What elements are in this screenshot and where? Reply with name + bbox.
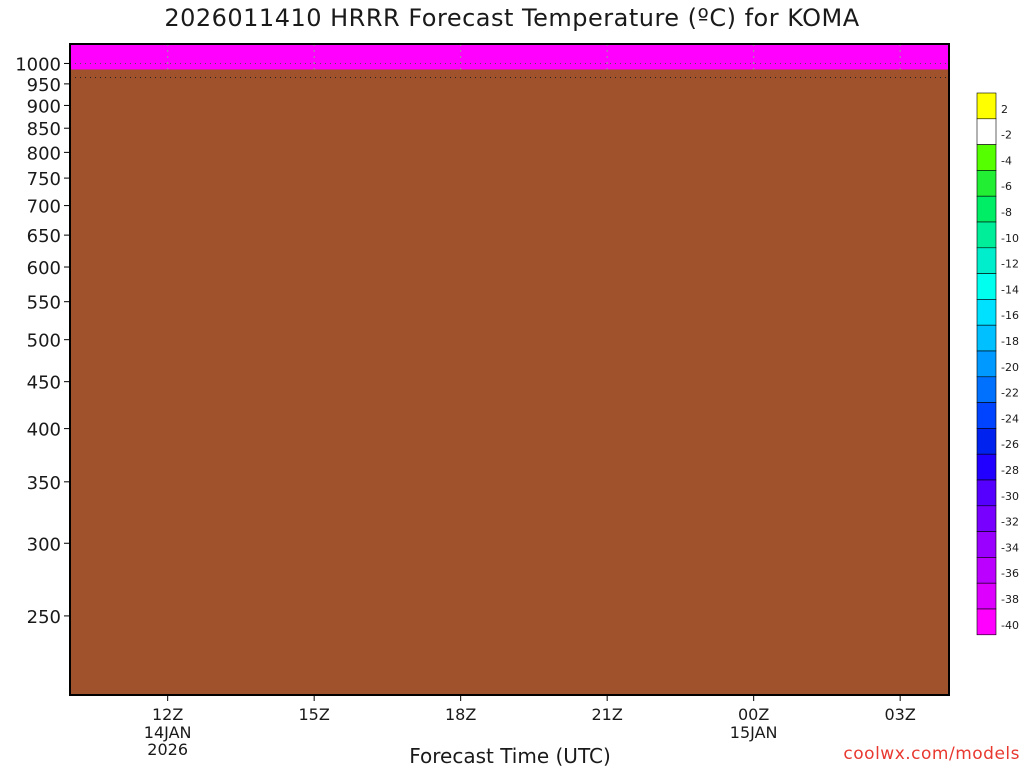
colorbar-swatch xyxy=(976,195,997,223)
x-tick-label: 15Z xyxy=(299,705,330,724)
colorbar-swatch xyxy=(976,608,997,636)
colorbar-swatch xyxy=(976,273,997,300)
colorbar-swatch xyxy=(976,531,997,558)
colorbar-swatch xyxy=(976,505,997,532)
ground-surface xyxy=(70,69,949,695)
y-tick-label: 450 xyxy=(27,373,61,394)
colorbar-label: -20 xyxy=(1001,361,1019,374)
colorbar-swatch xyxy=(976,170,997,197)
colorbar-label: -8 xyxy=(1001,206,1012,219)
x-tick-label: 03Z xyxy=(885,705,916,724)
colorbar-label: -18 xyxy=(1001,335,1019,348)
y-tick-label: 550 xyxy=(27,293,61,314)
colorbar-label: -30 xyxy=(1001,490,1019,503)
y-tick-label: 1000 xyxy=(15,54,61,75)
colorbar-swatch xyxy=(976,402,997,429)
y-tick-label: 700 xyxy=(27,197,61,218)
x-tick-sublabel: 2026 xyxy=(147,740,188,759)
y-tick-label: 800 xyxy=(27,143,61,164)
colorbar-label: -10 xyxy=(1001,232,1019,245)
colorbar-label: -38 xyxy=(1001,593,1019,606)
colorbar-swatch xyxy=(976,350,997,378)
colorbar-swatch xyxy=(976,221,997,249)
site-credit[interactable]: coolwx.com/models xyxy=(843,744,1020,764)
colorbar-swatch xyxy=(976,144,997,171)
colorbar-swatch xyxy=(976,376,997,403)
y-tick-label: 500 xyxy=(27,331,61,352)
colorbar-label: -4 xyxy=(1001,154,1012,167)
colorbar-label: -36 xyxy=(1001,567,1019,580)
colorbar-swatch xyxy=(976,428,997,455)
y-tick-label: 650 xyxy=(27,226,61,247)
colorbar-swatch xyxy=(976,299,997,326)
y-tick-label: 600 xyxy=(27,258,61,279)
x-tick-label: 12Z xyxy=(152,705,183,724)
colorbar-label: -34 xyxy=(1001,541,1019,554)
colorbar-swatch xyxy=(976,324,997,352)
y-tick-label: 250 xyxy=(27,607,61,628)
plot-frame xyxy=(69,43,950,696)
colorbar-label: -16 xyxy=(1001,309,1019,322)
colorbar-swatch xyxy=(976,247,997,274)
colorbar: 2 -2 -4 -6 -8 -10 -12 -14 -16 -18 -20 -22 -24 -26 -28 -… xyxy=(976,92,1019,636)
x-axis-label: Forecast Time (UTC) xyxy=(409,744,611,768)
colorbar-swatch xyxy=(976,92,997,120)
colorbar-label: -24 xyxy=(1001,412,1019,425)
y-tick-label: 750 xyxy=(27,169,61,190)
colorbar-swatch xyxy=(976,479,997,507)
y-tick-label: 850 xyxy=(27,119,61,140)
colorbar-label: -40 xyxy=(1001,619,1019,632)
colorbar-swatch xyxy=(976,453,997,481)
x-tick-sublabel: 14JAN xyxy=(144,723,192,742)
colorbar-label: -6 xyxy=(1001,180,1012,193)
colorbar-swatch xyxy=(976,118,997,145)
chart-title: 2026011410 HRRR Forecast Temperature (ºC… xyxy=(164,4,860,32)
colorbar-label: -2 xyxy=(1001,129,1012,142)
colorbar-label: -32 xyxy=(1001,516,1019,529)
y-tick-label: 300 xyxy=(27,534,61,555)
colorbar-label: -26 xyxy=(1001,438,1019,451)
colorbar-swatch xyxy=(976,557,997,584)
y-tick-label: 900 xyxy=(27,96,61,117)
y-axis-ticks: 2503003504004505005506006507007508008509… xyxy=(15,54,70,628)
x-tick-label: 00Z xyxy=(738,705,769,724)
colorbar-label: -14 xyxy=(1001,283,1019,296)
x-tick-label: 21Z xyxy=(592,705,623,724)
colorbar-label: -28 xyxy=(1001,464,1019,477)
y-tick-label: 350 xyxy=(27,473,61,494)
x-tick-sublabel: 15JAN xyxy=(730,723,778,742)
colorbar-label: 2 xyxy=(1001,103,1008,116)
x-tick-label: 18Z xyxy=(445,705,476,724)
surface-fill xyxy=(70,69,949,695)
colorbar-swatch xyxy=(976,582,997,610)
y-tick-label: 400 xyxy=(27,420,61,441)
y-tick-label: 950 xyxy=(27,75,61,96)
colorbar-label: -12 xyxy=(1001,258,1019,271)
colorbar-label: -22 xyxy=(1001,387,1019,400)
